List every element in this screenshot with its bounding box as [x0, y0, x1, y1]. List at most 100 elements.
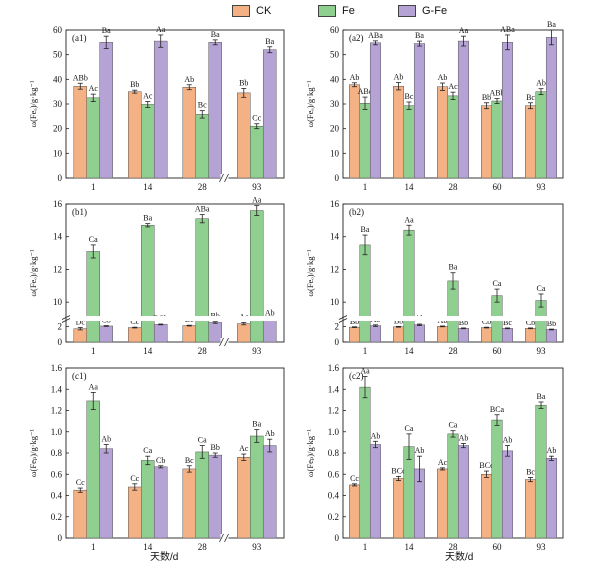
- bar-g-fe: [208, 42, 222, 179]
- bar-g-fe: [369, 444, 381, 539]
- bar-g-fe: [501, 450, 513, 539]
- bar-g-fe: [99, 325, 113, 343]
- y-axis-label: ω(Feₐ)/g·kg⁻¹: [28, 80, 38, 128]
- y-tick-label: 1.0: [51, 427, 63, 437]
- significance-label: Bc: [526, 467, 535, 476]
- significance-label: Ba: [547, 20, 556, 29]
- bar-g-fe: [457, 40, 469, 179]
- significance-label: Ab: [394, 73, 404, 82]
- significance-label: Bb: [459, 318, 468, 327]
- y-tick-label: 60: [330, 25, 340, 35]
- y-axis-label: ω(Feₐ)/g·kg⁻¹: [305, 80, 315, 128]
- bar-ck: [128, 327, 142, 343]
- bar-fe: [195, 114, 209, 179]
- y-tick-label: 14: [330, 232, 340, 242]
- significance-label: ABa: [500, 25, 515, 34]
- bar-ck: [437, 468, 449, 539]
- significance-label: Ab: [101, 435, 111, 444]
- significance-label: Aa: [89, 382, 99, 391]
- x-tick-label: 1: [91, 346, 96, 356]
- bar-fe: [447, 433, 459, 539]
- significance-label: Cb: [482, 317, 491, 326]
- significance-label: Cc: [130, 474, 139, 483]
- y-axis-break-mark: [61, 315, 71, 320]
- plot-frame: [65, 203, 285, 343]
- significance-label: ABa: [368, 31, 383, 40]
- x-tick-label: 93: [537, 346, 547, 356]
- bar-fe: [359, 386, 371, 539]
- x-tick-label: 28: [198, 542, 208, 552]
- legend-item-ck: CK: [232, 4, 271, 18]
- panel-label: (a2): [349, 33, 364, 43]
- x-tick-label: 60: [493, 346, 503, 356]
- bar-g-fe: [545, 329, 557, 343]
- bar-ck: [73, 85, 88, 179]
- panel-label: (c1): [72, 371, 87, 381]
- y-tick-label: 60: [53, 25, 63, 35]
- significance-label: Aa: [156, 25, 166, 34]
- significance-label: Ab: [371, 431, 381, 440]
- bar-fe: [535, 404, 547, 539]
- x-axis-break-mark: [224, 533, 229, 543]
- x-tick-label: 60: [493, 182, 503, 192]
- y-axis-label: ω(Feₒ)/g·kg⁻¹: [28, 249, 38, 297]
- x-axis-break-mark: [219, 337, 224, 347]
- panel-label: (c2): [349, 371, 364, 381]
- bar-g-fe: [457, 328, 469, 343]
- bar-ck: [128, 91, 142, 179]
- bar-g-fe: [208, 454, 222, 539]
- bar-fe: [403, 446, 415, 539]
- bar-g-fe: [369, 42, 381, 179]
- y-axis-break-mark: [338, 315, 348, 320]
- y-tick-label: 0.6: [328, 469, 340, 479]
- panel-a2: (a2) ω(Feₐ)/g·kg⁻¹ 0 10 20 30 40 50 60 1 Ab ABc ABa 1…: [305, 20, 564, 192]
- y-tick-label: 1.4: [51, 384, 63, 394]
- x-axis-title-left: 天数/d: [150, 552, 179, 563]
- significance-label: Ac: [239, 444, 249, 453]
- bar-fe: [195, 218, 209, 343]
- significance-label: Cc: [350, 474, 359, 483]
- significance-label: ABc: [358, 87, 373, 96]
- legend-swatch-fe: [318, 5, 336, 17]
- bar-fe: [403, 105, 415, 179]
- bar-ck: [182, 86, 197, 179]
- x-tick-label: 1: [91, 542, 96, 552]
- bar-g-fe: [208, 322, 222, 343]
- bar-g-fe: [413, 324, 425, 343]
- bar-ck: [393, 326, 405, 343]
- y-tick-label: 10: [330, 148, 340, 158]
- bar-ck: [237, 92, 251, 179]
- y-tick-label: 1.0: [328, 427, 340, 437]
- bar-ck: [393, 478, 405, 539]
- bar-ck: [437, 326, 449, 343]
- significance-label: Ba: [415, 31, 424, 40]
- bar-ck: [73, 489, 88, 539]
- y-tick-label: 10: [330, 297, 340, 307]
- y-tick-label: 50: [330, 50, 340, 60]
- significance-label: Bb: [239, 78, 248, 87]
- significance-label: Ab: [503, 436, 513, 445]
- significance-label: Cb: [156, 456, 165, 465]
- x-tick-label: 93: [252, 182, 262, 192]
- bar-fe: [250, 210, 264, 343]
- significance-label: Ac: [89, 84, 99, 93]
- y-tick-label: 0.8: [51, 448, 63, 458]
- bar-fe: [86, 400, 100, 539]
- x-axis-break-gap: [220, 174, 229, 182]
- bar-g-fe: [545, 37, 557, 179]
- significance-label: Aa: [459, 26, 469, 35]
- significance-label: Ca: [405, 424, 414, 433]
- bar-g-fe: [501, 42, 513, 179]
- y-tick-label: 10: [53, 148, 63, 158]
- bar-fe: [491, 419, 503, 539]
- x-axis-break-gap: [220, 338, 229, 346]
- bar-ck: [182, 325, 197, 343]
- significance-label: Bc: [198, 101, 207, 110]
- x-tick-label: 93: [537, 182, 547, 192]
- significance-label: Ac: [143, 92, 153, 101]
- bar-g-fe: [99, 448, 113, 539]
- bar-g-fe: [153, 466, 168, 539]
- significance-label: Ba: [449, 263, 458, 272]
- x-tick-label: 28: [449, 542, 459, 552]
- bar-g-fe: [545, 458, 557, 539]
